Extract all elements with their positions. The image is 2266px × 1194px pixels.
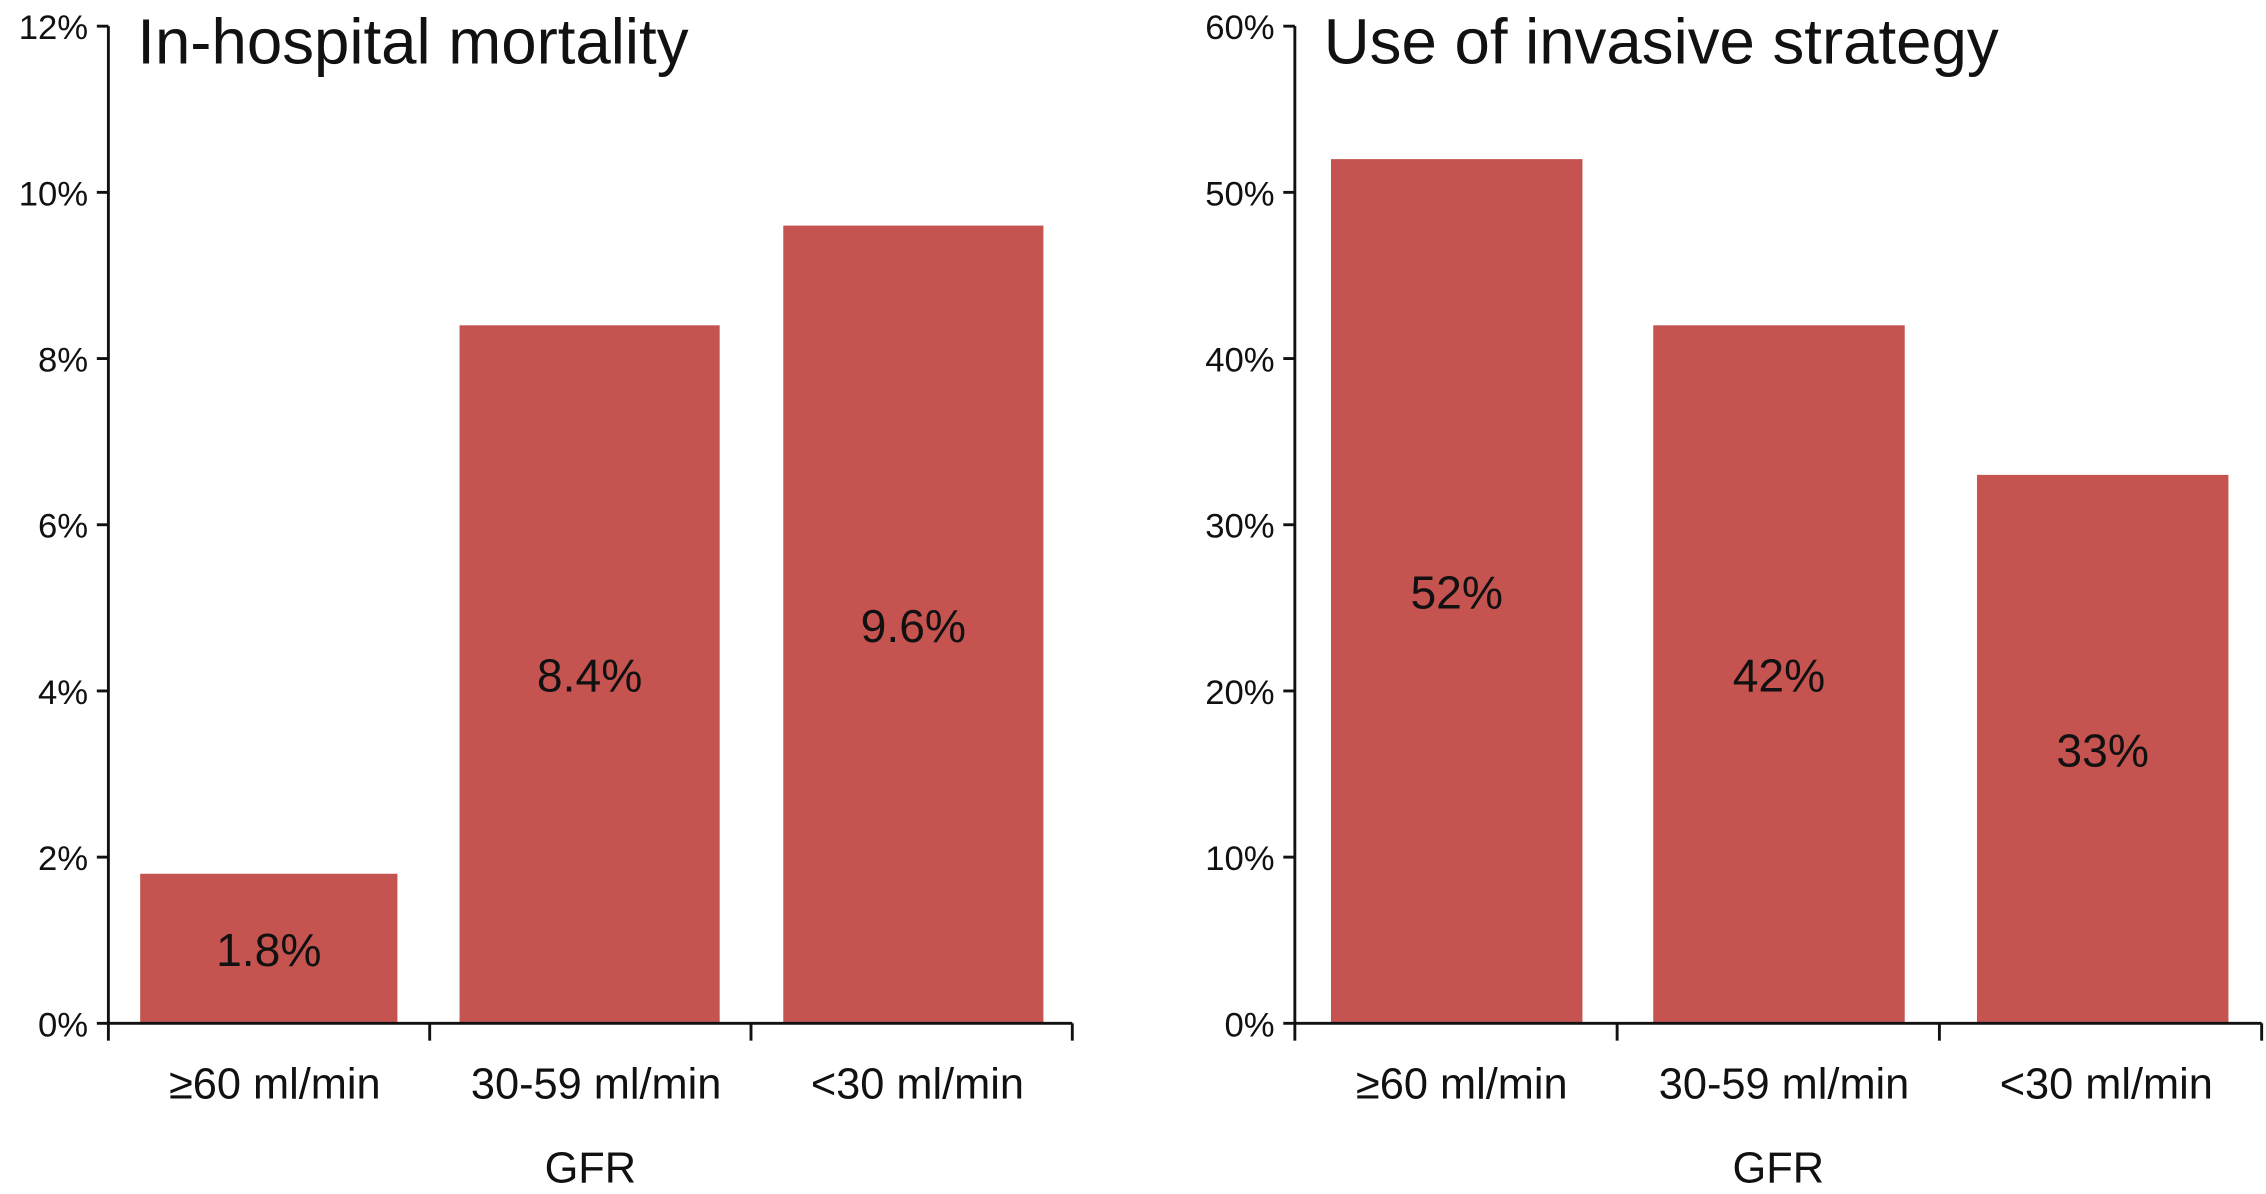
- bar: [783, 225, 1044, 1024]
- bar: [1653, 325, 1905, 1024]
- x-tick-label: <30 ml/min: [811, 1060, 1024, 1108]
- chart-title: In-hospital mortality: [137, 7, 688, 78]
- y-tick-label: 12%: [19, 9, 88, 47]
- y-tick-label: 10%: [1205, 840, 1274, 878]
- data-label: 9.6%: [861, 600, 966, 652]
- bar: [459, 325, 720, 1024]
- x-tick-label: 30-59 ml/min: [1659, 1060, 1910, 1108]
- y-tick-label: 2%: [38, 840, 88, 878]
- x-tick-label: <30 ml/min: [2000, 1060, 2213, 1108]
- y-tick-label: 0%: [38, 1006, 88, 1044]
- x-tick-label: ≥60 ml/min: [1356, 1060, 1568, 1108]
- bar: [140, 873, 398, 1024]
- chart-title: Use of invasive strategy: [1324, 7, 1999, 78]
- y-tick-label: 50%: [1205, 175, 1274, 213]
- x-axis-label: GFR: [1733, 1144, 1825, 1192]
- y-tick-label: 6%: [38, 508, 88, 546]
- y-tick-label: 4%: [38, 674, 88, 712]
- y-tick-label: 0%: [1225, 1006, 1275, 1044]
- y-tick-label: 40%: [1205, 342, 1274, 380]
- bar: [1976, 474, 2229, 1024]
- y-tick-label: 60%: [1205, 9, 1274, 47]
- y-tick-label: 10%: [19, 175, 88, 213]
- data-label: 52%: [1410, 567, 1503, 619]
- data-label: 42%: [1733, 650, 1826, 702]
- data-label: 33%: [2056, 724, 2149, 776]
- data-label: 1.8%: [216, 924, 321, 976]
- data-label: 8.4%: [537, 650, 642, 702]
- y-tick-label: 30%: [1205, 508, 1274, 546]
- y-tick-label: 20%: [1205, 674, 1274, 712]
- y-tick-label: 8%: [38, 342, 88, 380]
- bar: [1330, 159, 1583, 1024]
- x-axis-label: GFR: [545, 1144, 637, 1192]
- x-tick-label: 30-59 ml/min: [471, 1060, 722, 1108]
- x-tick-label: ≥60 ml/min: [169, 1060, 381, 1108]
